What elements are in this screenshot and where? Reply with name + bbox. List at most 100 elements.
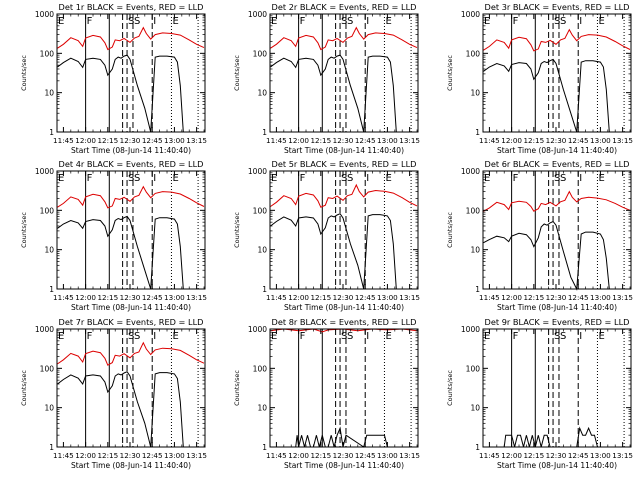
- y-tick-label: 100: [466, 49, 481, 58]
- segment-marker: F: [300, 173, 306, 184]
- segment-marker: I: [579, 16, 582, 27]
- event-series-line: [57, 371, 184, 448]
- segment-marker: F: [87, 173, 93, 184]
- x-tick-label: 12:30: [120, 451, 141, 460]
- event-series-line: [483, 220, 610, 291]
- segment-marker: F: [87, 16, 93, 27]
- event-series-line: [270, 213, 397, 290]
- x-tick-label: 13:15: [612, 451, 633, 460]
- y-axis-label: Counts/sec: [446, 212, 454, 248]
- segment-marker: E: [58, 16, 64, 27]
- segment-marker: E: [598, 173, 604, 184]
- x-tick-label: 13:15: [186, 293, 207, 302]
- panel-title: Det 2r BLACK = Events, RED = LLD: [272, 2, 417, 12]
- event-series-line: [483, 58, 610, 133]
- x-tick-label: 13:15: [399, 293, 420, 302]
- panel-title: Det 5r BLACK = Events, RED = LLD: [272, 159, 417, 169]
- y-tick-label: 100: [253, 206, 268, 215]
- y-tick-label: 1000: [35, 10, 54, 19]
- detector-panel-7: Det 7r BLACK = Events, RED = LLD Counts/s…: [20, 317, 207, 470]
- panel-title: Det 3r BLACK = Events, RED = LLD: [485, 2, 630, 12]
- x-tick-label: 13:00: [590, 136, 611, 145]
- y-axis-label: Counts/sec: [20, 55, 28, 91]
- y-tick-label: 1000: [461, 325, 480, 334]
- x-tick-label: 13:15: [612, 293, 633, 302]
- y-tick-label: 10: [470, 246, 480, 255]
- x-tick-label: 11:45: [266, 136, 287, 145]
- y-tick-label: 1000: [461, 167, 480, 176]
- y-tick-label: 100: [253, 364, 268, 373]
- detector-panel-4: Det 4r BLACK = Events, RED = LLD Counts/s…: [20, 159, 207, 312]
- x-tick-label: 12:15: [310, 136, 331, 145]
- segment-marker: S: [554, 16, 560, 27]
- x-tick-label: 12:30: [546, 293, 567, 302]
- y-tick-label: 10: [257, 89, 267, 98]
- segment-marker: S: [560, 16, 566, 27]
- x-tick-label: 13:00: [590, 293, 611, 302]
- y-tick-label: 10: [257, 246, 267, 255]
- lld-series-line: [483, 190, 631, 212]
- y-tick-label: 100: [40, 49, 55, 58]
- y-tick-label: 10: [44, 404, 54, 413]
- segment-marker: S: [128, 331, 134, 342]
- plot-frame: [482, 328, 632, 448]
- x-axis-label: Start Time (08-Jun-14 11:40:40): [284, 303, 404, 312]
- lld-series-line: [57, 26, 205, 51]
- x-tick-label: 12:45: [142, 293, 163, 302]
- x-tick-label: 12:00: [75, 293, 96, 302]
- segment-marker: S: [128, 173, 134, 184]
- segment-marker: I: [366, 331, 369, 342]
- x-tick-label: 11:45: [53, 293, 74, 302]
- segment-marker: F: [513, 173, 519, 184]
- y-tick-label: 1: [262, 128, 267, 137]
- detector-panel-5: Det 5r BLACK = Events, RED = LLD Counts/s…: [233, 159, 420, 312]
- y-tick-label: 1000: [35, 325, 54, 334]
- x-tick-label: 11:45: [53, 451, 74, 460]
- panel-title: Det 9r BLACK = Events, RED = LLD: [485, 317, 630, 327]
- segment-marker: E: [58, 331, 64, 342]
- x-tick-label: 12:15: [97, 451, 118, 460]
- segment-marker: I: [366, 173, 369, 184]
- x-tick-label: 12:45: [142, 451, 163, 460]
- segment-marker: S: [560, 331, 566, 342]
- segment-marker: E: [484, 173, 490, 184]
- y-tick-label: 100: [466, 364, 481, 373]
- plot-frame: [56, 328, 206, 448]
- segment-marker: F: [300, 331, 306, 342]
- panel-title: Det 6r BLACK = Events, RED = LLD: [485, 159, 630, 169]
- x-tick-label: 12:00: [75, 451, 96, 460]
- x-tick-label: 12:00: [75, 136, 96, 145]
- event-series-line: [503, 426, 601, 448]
- y-tick-label: 1000: [35, 167, 54, 176]
- segment-marker: S: [341, 331, 347, 342]
- y-tick-label: 10: [44, 89, 54, 98]
- x-tick-label: 12:15: [97, 136, 118, 145]
- x-tick-label: 12:30: [120, 136, 141, 145]
- x-tick-label: 12:00: [501, 293, 522, 302]
- y-tick-label: 1000: [248, 325, 267, 334]
- x-axis-label: Start Time (08-Jun-14 11:40:40): [284, 461, 404, 470]
- segment-marker: I: [153, 331, 156, 342]
- x-tick-label: 13:15: [612, 136, 633, 145]
- x-tick-label: 12:30: [120, 293, 141, 302]
- y-axis-label: Counts/sec: [233, 55, 241, 91]
- y-tick-label: 1000: [461, 10, 480, 19]
- x-axis-label: Start Time (08-Jun-14 11:40:40): [284, 146, 404, 155]
- segment-marker: E: [271, 16, 277, 27]
- x-tick-label: 12:45: [142, 136, 163, 145]
- x-axis-label: Start Time (08-Jun-14 11:40:40): [71, 303, 191, 312]
- segment-marker: S: [554, 173, 560, 184]
- x-tick-label: 13:00: [377, 451, 398, 460]
- x-tick-label: 11:45: [479, 451, 500, 460]
- lld-series-line: [57, 341, 205, 366]
- segment-marker: I: [153, 16, 156, 27]
- segment-marker: E: [385, 173, 391, 184]
- x-axis-label: Start Time (08-Jun-14 11:40:40): [71, 461, 191, 470]
- plot-frame: [269, 13, 419, 133]
- y-tick-label: 1000: [248, 167, 267, 176]
- x-tick-label: 12:45: [568, 451, 589, 460]
- plot-frame: [482, 13, 632, 133]
- y-tick-label: 1: [262, 443, 267, 452]
- y-axis-label: Counts/sec: [446, 55, 454, 91]
